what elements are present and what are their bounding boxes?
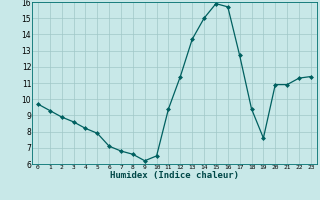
X-axis label: Humidex (Indice chaleur): Humidex (Indice chaleur) bbox=[110, 171, 239, 180]
